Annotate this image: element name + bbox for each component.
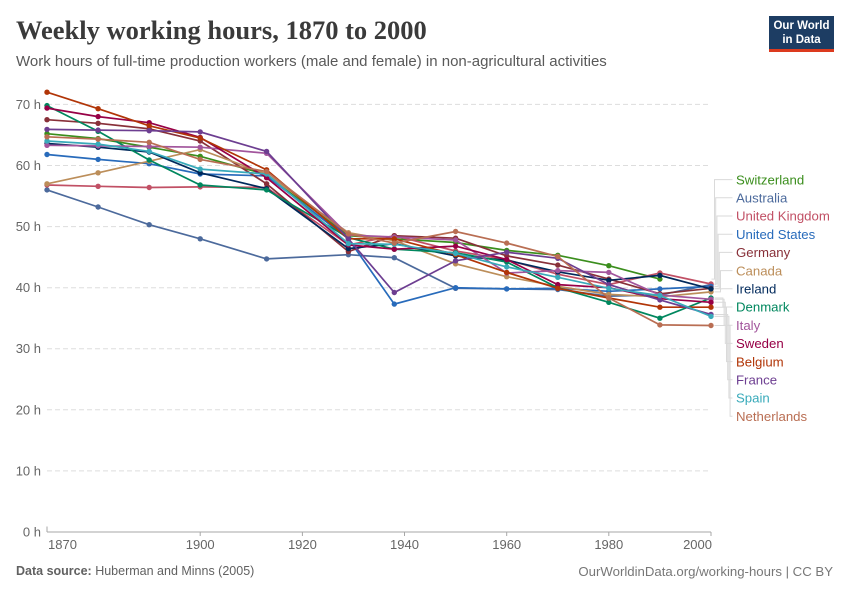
svg-text:1940: 1940: [390, 537, 419, 552]
svg-text:Sweden: Sweden: [736, 336, 784, 351]
svg-text:1920: 1920: [288, 537, 317, 552]
svg-text:Australia: Australia: [736, 191, 788, 206]
svg-text:1870: 1870: [48, 537, 77, 552]
svg-text:40 h: 40 h: [16, 280, 41, 295]
svg-text:Italy: Italy: [736, 318, 761, 333]
svg-text:Spain: Spain: [736, 391, 770, 406]
svg-text:Canada: Canada: [736, 263, 783, 278]
svg-text:10 h: 10 h: [16, 463, 41, 478]
svg-text:70 h: 70 h: [16, 97, 41, 112]
svg-text:Belgium: Belgium: [736, 354, 784, 369]
svg-text:Ireland: Ireland: [736, 282, 776, 297]
svg-text:0 h: 0 h: [23, 525, 41, 540]
svg-text:Denmark: Denmark: [736, 300, 790, 315]
svg-text:1960: 1960: [492, 537, 521, 552]
svg-text:Netherlands: Netherlands: [736, 409, 808, 424]
svg-text:1980: 1980: [594, 537, 623, 552]
svg-text:30 h: 30 h: [16, 341, 41, 356]
svg-text:20 h: 20 h: [16, 402, 41, 417]
svg-text:France: France: [736, 373, 777, 388]
svg-text:60 h: 60 h: [16, 158, 41, 173]
svg-text:2000: 2000: [683, 537, 712, 552]
svg-text:United Kingdom: United Kingdom: [736, 209, 830, 224]
svg-text:1900: 1900: [186, 537, 215, 552]
svg-text:50 h: 50 h: [16, 219, 41, 234]
svg-text:Germany: Germany: [736, 245, 791, 260]
svg-text:United States: United States: [736, 227, 816, 242]
svg-text:Switzerland: Switzerland: [736, 172, 804, 187]
